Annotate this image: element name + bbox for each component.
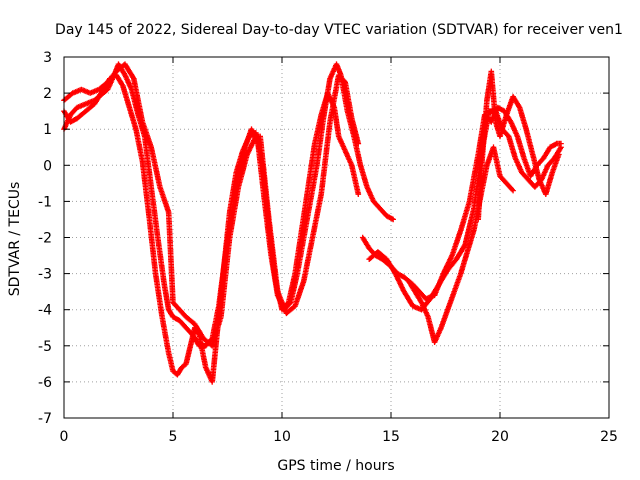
y-tick-label: 3 <box>43 50 52 66</box>
series-points <box>405 144 516 345</box>
y-tick-label: -3 <box>38 267 52 283</box>
y-tick-label: -6 <box>38 375 52 391</box>
y-tick-label: 2 <box>43 86 52 102</box>
y-tick-label: -2 <box>38 231 52 247</box>
x-tick-label: 5 <box>169 429 178 445</box>
series-points <box>61 61 362 349</box>
x-tick-label: 25 <box>600 429 618 445</box>
y-tick-label: -7 <box>38 411 52 427</box>
x-axis-label: GPS time / hours <box>277 458 394 474</box>
series-7 <box>475 68 562 223</box>
y-tick-label: -4 <box>38 303 52 319</box>
series-3 <box>61 61 362 349</box>
x-tick-label: 0 <box>60 429 69 445</box>
y-tick-label: -1 <box>38 194 52 210</box>
axis-ticks: 0 5 10 15 20 25 -7 -6 -5 -4 -3 -2 -1 0 1 2 3 <box>38 50 618 445</box>
x-tick-label: 10 <box>273 429 291 445</box>
series-points <box>475 68 562 223</box>
y-tick-label: 0 <box>43 158 52 174</box>
series-6 <box>405 144 516 345</box>
x-tick-label: 20 <box>491 429 509 445</box>
chart-title: Day 145 of 2022, Sidereal Day-to-day VTE… <box>55 22 623 38</box>
data-points <box>61 61 564 385</box>
y-axis-label: SDTVAR / TECUs <box>7 182 23 297</box>
x-tick-label: 15 <box>382 429 400 445</box>
y-tick-label: -5 <box>38 339 52 355</box>
y-tick-label: 1 <box>43 122 52 138</box>
